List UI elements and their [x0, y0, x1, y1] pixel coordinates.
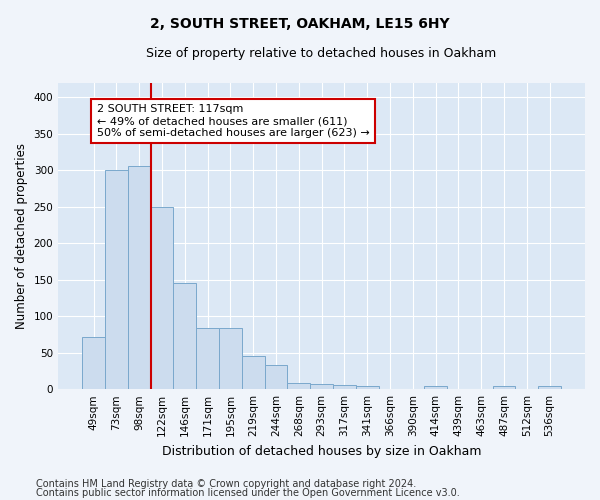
Bar — [128, 166, 151, 389]
Text: Contains public sector information licensed under the Open Government Licence v3: Contains public sector information licen… — [36, 488, 460, 498]
X-axis label: Distribution of detached houses by size in Oakham: Distribution of detached houses by size … — [162, 444, 481, 458]
Bar — [151, 206, 173, 389]
Bar — [219, 328, 242, 389]
Bar — [242, 356, 265, 389]
Bar — [538, 386, 561, 389]
Bar — [356, 386, 379, 389]
Bar — [287, 382, 310, 389]
Text: Contains HM Land Registry data © Crown copyright and database right 2024.: Contains HM Land Registry data © Crown c… — [36, 479, 416, 489]
Title: Size of property relative to detached houses in Oakham: Size of property relative to detached ho… — [146, 48, 497, 60]
Bar — [173, 284, 196, 389]
Bar — [82, 336, 105, 389]
Bar — [424, 386, 447, 389]
Bar — [196, 328, 219, 389]
Bar — [333, 385, 356, 389]
Text: 2 SOUTH STREET: 117sqm
← 49% of detached houses are smaller (611)
50% of semi-de: 2 SOUTH STREET: 117sqm ← 49% of detached… — [97, 104, 370, 138]
Bar — [105, 170, 128, 389]
Bar — [310, 384, 333, 389]
Bar — [265, 365, 287, 389]
Y-axis label: Number of detached properties: Number of detached properties — [15, 143, 28, 329]
Text: 2, SOUTH STREET, OAKHAM, LE15 6HY: 2, SOUTH STREET, OAKHAM, LE15 6HY — [150, 18, 450, 32]
Bar — [493, 386, 515, 389]
